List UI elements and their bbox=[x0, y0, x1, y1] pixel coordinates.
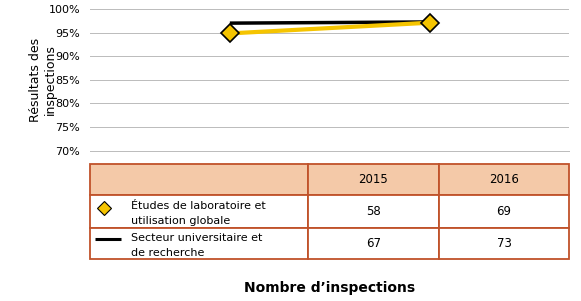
Bar bbox=[90, 195, 308, 228]
Bar bbox=[90, 164, 308, 195]
Bar bbox=[90, 228, 308, 259]
Text: 58: 58 bbox=[366, 205, 381, 218]
Text: 67: 67 bbox=[366, 237, 381, 250]
Bar bbox=[439, 195, 569, 228]
Bar bbox=[439, 164, 569, 195]
Text: de recherche: de recherche bbox=[131, 248, 204, 258]
Text: 2016: 2016 bbox=[489, 173, 519, 186]
Y-axis label: Résultats des
inspections: Résultats des inspections bbox=[29, 38, 57, 122]
Bar bbox=[308, 164, 439, 195]
Text: Études de laboratoire et: Études de laboratoire et bbox=[131, 201, 266, 211]
Text: 73: 73 bbox=[497, 237, 511, 250]
Bar bbox=[439, 228, 569, 259]
Bar bbox=[308, 228, 439, 259]
Text: 2015: 2015 bbox=[358, 173, 388, 186]
Text: utilisation globale: utilisation globale bbox=[131, 216, 230, 226]
Text: 69: 69 bbox=[496, 205, 511, 218]
Bar bbox=[308, 195, 439, 228]
Text: Nombre d’inspections: Nombre d’inspections bbox=[244, 281, 415, 295]
Text: Secteur universitaire et: Secteur universitaire et bbox=[131, 233, 262, 243]
